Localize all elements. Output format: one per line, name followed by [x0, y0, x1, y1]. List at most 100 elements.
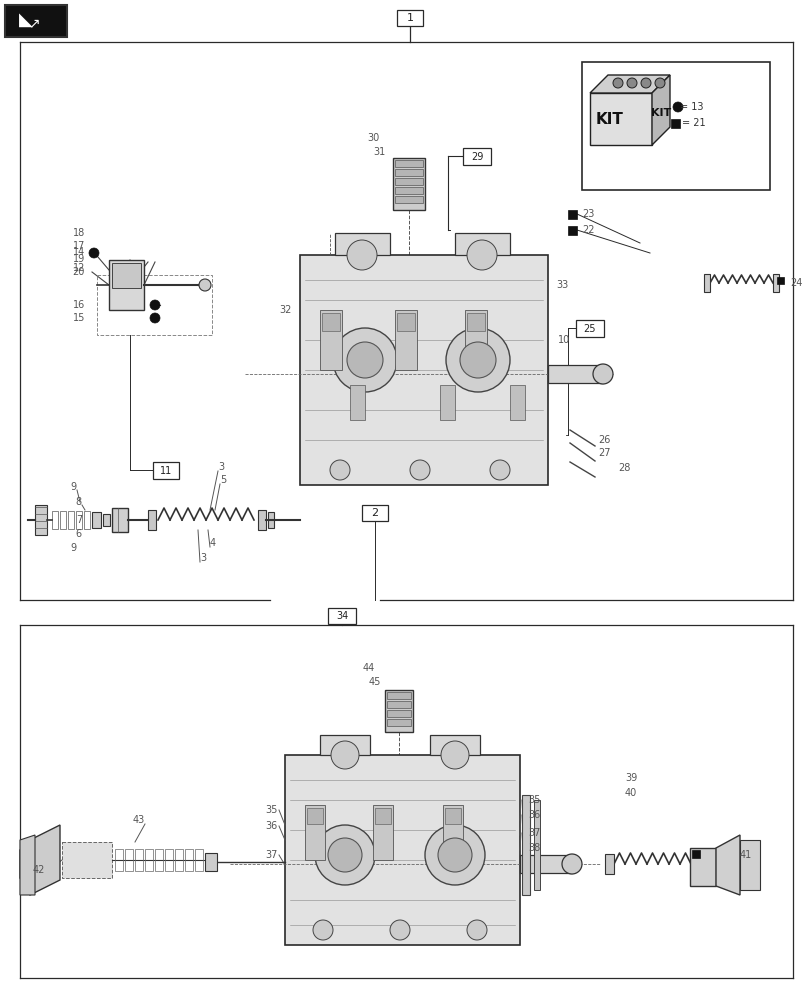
Text: 24: 24 [789, 278, 801, 288]
Bar [148, 510, 156, 530]
Bar [109, 260, 144, 310]
Bar [322, 313, 340, 331]
Text: 34: 34 [336, 611, 348, 621]
Bar [62, 842, 112, 878]
Circle shape [466, 920, 487, 940]
Bar [299, 255, 547, 485]
Bar [328, 608, 355, 624]
Bar [135, 849, 143, 871]
Bar [394, 160, 423, 167]
Bar [387, 701, 410, 708]
Text: 3: 3 [200, 553, 206, 563]
Circle shape [489, 460, 509, 480]
Bar [152, 462, 178, 479]
Bar [776, 277, 783, 284]
Text: 35: 35 [527, 795, 539, 805]
Polygon shape [715, 835, 739, 895]
Bar [5, 5, 67, 37]
Text: 9: 9 [71, 482, 77, 492]
Bar [462, 148, 491, 165]
Text: 20: 20 [72, 267, 85, 277]
Polygon shape [590, 75, 669, 93]
Text: 16: 16 [73, 300, 85, 310]
Bar [689, 848, 715, 886]
Text: 17: 17 [72, 241, 85, 251]
Bar [568, 226, 577, 235]
Text: KIT: KIT [595, 112, 623, 127]
Text: 32: 32 [279, 305, 292, 315]
Circle shape [346, 342, 383, 378]
Text: 31: 31 [373, 147, 385, 157]
Bar [68, 511, 74, 529]
Bar [92, 512, 101, 528]
Circle shape [437, 838, 471, 872]
Bar [519, 855, 571, 873]
Bar [258, 510, 266, 530]
Bar [335, 233, 389, 255]
Bar [547, 365, 603, 383]
Bar [466, 313, 484, 331]
Bar [387, 710, 410, 717]
Bar [394, 169, 423, 176]
Text: 40: 40 [624, 788, 637, 798]
Text: 27: 27 [597, 448, 610, 458]
Text: 26: 26 [597, 435, 610, 445]
Text: 37: 37 [527, 828, 539, 838]
Circle shape [312, 920, 333, 940]
Text: 19: 19 [73, 254, 85, 264]
Bar [320, 310, 341, 370]
Circle shape [640, 78, 650, 88]
Bar [590, 93, 651, 145]
Bar [97, 275, 212, 335]
Text: 38: 38 [527, 843, 539, 853]
Text: 8: 8 [75, 497, 82, 507]
Circle shape [466, 240, 496, 270]
Polygon shape [651, 75, 669, 145]
Bar [703, 274, 709, 292]
Bar [397, 10, 423, 26]
Bar [204, 853, 217, 871]
Bar [568, 210, 577, 219]
Bar [384, 690, 413, 732]
Bar [35, 505, 47, 535]
Text: 12: 12 [72, 263, 85, 273]
Bar [604, 854, 613, 874]
Bar [362, 505, 388, 521]
Circle shape [89, 248, 99, 258]
Text: 43: 43 [132, 815, 145, 825]
Bar [387, 692, 410, 699]
Bar [691, 850, 699, 858]
Text: 1: 1 [406, 13, 413, 23]
Circle shape [389, 920, 410, 940]
Circle shape [654, 78, 664, 88]
Bar [350, 385, 365, 420]
Circle shape [315, 825, 375, 885]
Text: 4: 4 [210, 538, 216, 548]
Bar [60, 511, 66, 529]
Bar [125, 849, 133, 871]
Polygon shape [20, 825, 60, 895]
Text: 11: 11 [160, 466, 172, 476]
Text: 33: 33 [556, 280, 568, 290]
Bar [84, 511, 90, 529]
Text: = 13: = 13 [679, 102, 702, 112]
Text: 23: 23 [581, 209, 594, 219]
Bar [581, 62, 769, 190]
Circle shape [460, 342, 496, 378]
Bar [397, 313, 414, 331]
Bar [165, 849, 173, 871]
Bar [112, 263, 141, 288]
Bar [509, 385, 525, 420]
Bar [521, 795, 530, 895]
Bar [115, 849, 122, 871]
Bar [394, 310, 417, 370]
Circle shape [410, 460, 430, 480]
Bar [394, 178, 423, 185]
Circle shape [440, 741, 469, 769]
Text: 28: 28 [617, 463, 629, 473]
Bar [52, 511, 58, 529]
Text: 36: 36 [527, 810, 539, 820]
Text: = 21: = 21 [681, 118, 705, 128]
Bar [670, 119, 679, 128]
Text: 37: 37 [265, 850, 277, 860]
